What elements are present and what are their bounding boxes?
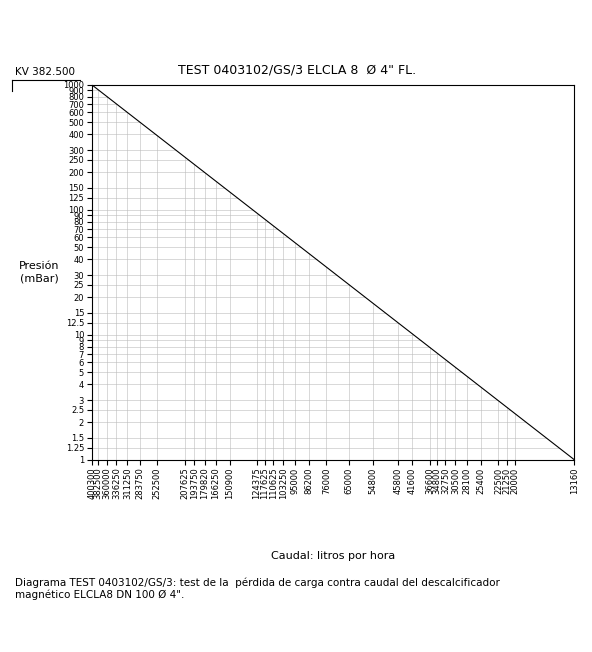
Text: KV 382.500: KV 382.500 [15,67,75,77]
Text: TEST 0403102/GS/3 ELCLA 8  Ø 4" FL.: TEST 0403102/GS/3 ELCLA 8 Ø 4" FL. [178,64,416,77]
Y-axis label: Presión
(mBar): Presión (mBar) [18,261,59,283]
Text: Diagrama TEST 0403102/GS/3: test de la  pérdida de carga contra caudal del desca: Diagrama TEST 0403102/GS/3: test de la p… [15,577,500,600]
Text: Caudal: litros por hora: Caudal: litros por hora [271,551,395,561]
